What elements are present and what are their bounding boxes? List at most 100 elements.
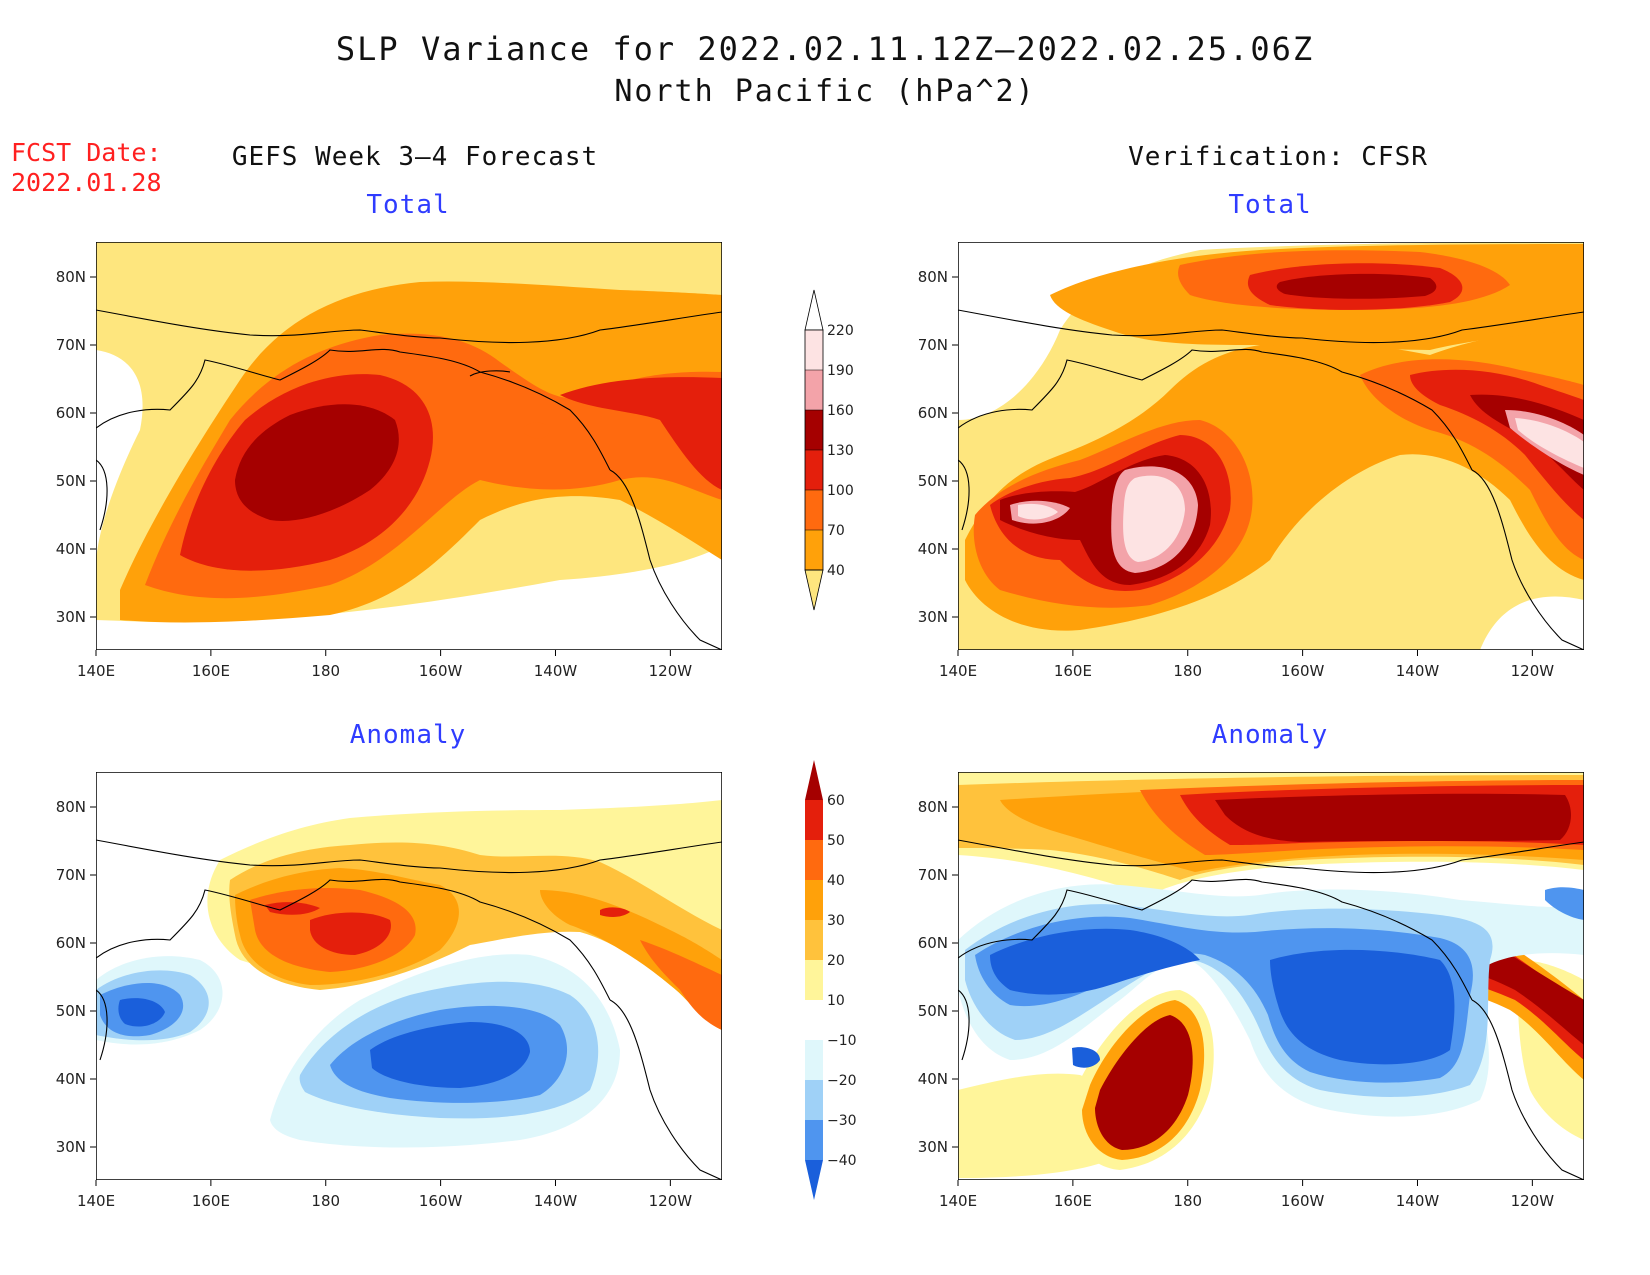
- lon-label: 120W: [649, 662, 693, 680]
- colorbar-anomaly-swatch: [805, 1080, 823, 1120]
- lon-label: 140E: [77, 1192, 115, 1210]
- colorbar-total-swatch: [805, 450, 823, 490]
- lon-label: 180: [311, 662, 340, 680]
- lat-label: 50N: [918, 472, 948, 490]
- lon-label: 140W: [1396, 1192, 1440, 1210]
- lon-label: 160E: [192, 1192, 230, 1210]
- lon-label: 120W: [649, 1192, 693, 1210]
- lat-label: 80N: [56, 798, 86, 816]
- colorbar-anomaly-label: 50: [827, 833, 845, 849]
- colorbar-total-underflow: [804, 569, 824, 611]
- lat-label: 60N: [918, 934, 948, 952]
- map-forecast-anomaly: [96, 772, 722, 1180]
- colorbar-anomaly-swatch: [805, 1000, 823, 1040]
- colorbar-total-swatch: [805, 530, 823, 570]
- lat-label: 80N: [918, 268, 948, 286]
- colorbar-total-label: 130: [827, 443, 854, 459]
- colorbar-total-label: 70: [827, 523, 845, 539]
- colorbar-anomaly-overflow: [805, 760, 823, 800]
- panel-title-forecast-anomaly: Anomaly: [349, 720, 467, 750]
- lon-label: 140W: [534, 662, 578, 680]
- coastline-verification-anomaly: [958, 839, 1584, 1180]
- colorbar-anomaly-swatch: [805, 800, 823, 840]
- colorbar-anomaly-label: 60: [827, 793, 845, 809]
- colorbar-anomaly-label: −40: [827, 1153, 857, 1169]
- colorbar-anomaly-swatch: [805, 840, 823, 880]
- figure-subtitle: North Pacific (hPa^2): [614, 74, 1036, 109]
- colorbar-anomaly-swatch: [805, 1040, 823, 1080]
- colorbar-total-swatch: [805, 490, 823, 530]
- lat-label: 40N: [918, 1070, 948, 1088]
- axes-labels: 140E 160E 180 160W 140W 120W 80N 70N 60N 50N 40N 30…: [56, 268, 1555, 1210]
- colorbar-anomaly-swatch: [805, 880, 823, 920]
- lat-label: 80N: [918, 798, 948, 816]
- lon-label: 160W: [419, 662, 463, 680]
- colorbar-anomaly-label: 10: [827, 993, 845, 1009]
- lat-label: 50N: [918, 1002, 948, 1020]
- lat-label: 60N: [918, 404, 948, 422]
- map-forecast-total: [96, 242, 722, 650]
- contour-fill-160: [235, 404, 399, 521]
- lat-label: 70N: [918, 866, 948, 884]
- map-verification-total: [958, 242, 1584, 650]
- colorbar-anomaly-label: 30: [827, 913, 845, 929]
- lon-label: 140E: [77, 662, 115, 680]
- lon-label: 160W: [419, 1192, 463, 1210]
- lat-label: 50N: [56, 472, 86, 490]
- lon-label: 140E: [939, 662, 977, 680]
- lat-label: 80N: [56, 268, 86, 286]
- colorbar-total-label: 190: [827, 363, 854, 379]
- lon-label: 160E: [1054, 662, 1092, 680]
- panel-title-verification-anomaly: Anomaly: [1211, 720, 1329, 750]
- colorbar-total-label: 40: [827, 563, 845, 579]
- lon-label: 160E: [1054, 1192, 1092, 1210]
- colorbar-total-swatch: [805, 410, 823, 450]
- colorbar-total: 220 190 160 130 100 70 40: [804, 289, 854, 611]
- lat-label: 60N: [56, 404, 86, 422]
- panel-title-verification-total: Total: [1228, 190, 1312, 220]
- colorbar-total-swatch: [805, 370, 823, 410]
- lat-label: 30N: [918, 608, 948, 626]
- coastline-verification-total: [958, 309, 1584, 650]
- lon-label: 180: [1173, 662, 1202, 680]
- colorbar-anomaly-swatch: [805, 1120, 823, 1160]
- lon-label: 140E: [939, 1192, 977, 1210]
- colorbar-anomaly-swatch: [805, 960, 823, 1000]
- colorbar-total-label: 100: [827, 483, 854, 499]
- colorbar-total-label: 160: [827, 403, 854, 419]
- lat-label: 40N: [56, 1070, 86, 1088]
- lon-label: 140W: [534, 1192, 578, 1210]
- colorbar-anomaly-label: 20: [827, 953, 845, 969]
- coastline-forecast-total: [96, 309, 722, 650]
- colorbar-anomaly-underflow: [805, 1160, 823, 1200]
- lat-label: 30N: [56, 608, 86, 626]
- lat-label: 70N: [56, 336, 86, 354]
- lon-label: 160W: [1281, 662, 1325, 680]
- lon-label: 180: [1173, 1192, 1202, 1210]
- lat-label: 70N: [56, 866, 86, 884]
- colorbar-total-swatch: [805, 330, 823, 370]
- lon-label: 180: [311, 1192, 340, 1210]
- lon-label: 160E: [192, 662, 230, 680]
- colorbar-anomaly-label: −20: [827, 1073, 857, 1089]
- figure-title: SLP Variance for 2022.02.11.12Z–2022.02.…: [335, 30, 1315, 68]
- panel-title-forecast-total: Total: [366, 190, 450, 220]
- lon-label: 160W: [1281, 1192, 1325, 1210]
- colorbar-anomaly-label: −10: [827, 1033, 857, 1049]
- fcst-date-label: FCST Date:: [11, 138, 162, 167]
- lat-label: 30N: [918, 1138, 948, 1156]
- lat-label: 70N: [918, 336, 948, 354]
- lon-label: 120W: [1511, 662, 1555, 680]
- colorbar-anomaly: 60 50 40 30 20 10 −10 −20 −30 −40: [805, 760, 857, 1200]
- colorbar-total-label: 220: [827, 323, 854, 339]
- lat-label: 30N: [56, 1138, 86, 1156]
- left-column-title: GEFS Week 3–4 Forecast: [231, 142, 599, 172]
- lon-label: 120W: [1511, 1192, 1555, 1210]
- colorbar-anomaly-label: −30: [827, 1113, 857, 1129]
- coastline-forecast-anomaly: [96, 839, 722, 1180]
- lat-label: 60N: [56, 934, 86, 952]
- map-verification-anomaly: [958, 772, 1584, 1180]
- fcst-date-value: 2022.01.28: [11, 168, 162, 197]
- colorbar-total-overflow: [804, 289, 824, 331]
